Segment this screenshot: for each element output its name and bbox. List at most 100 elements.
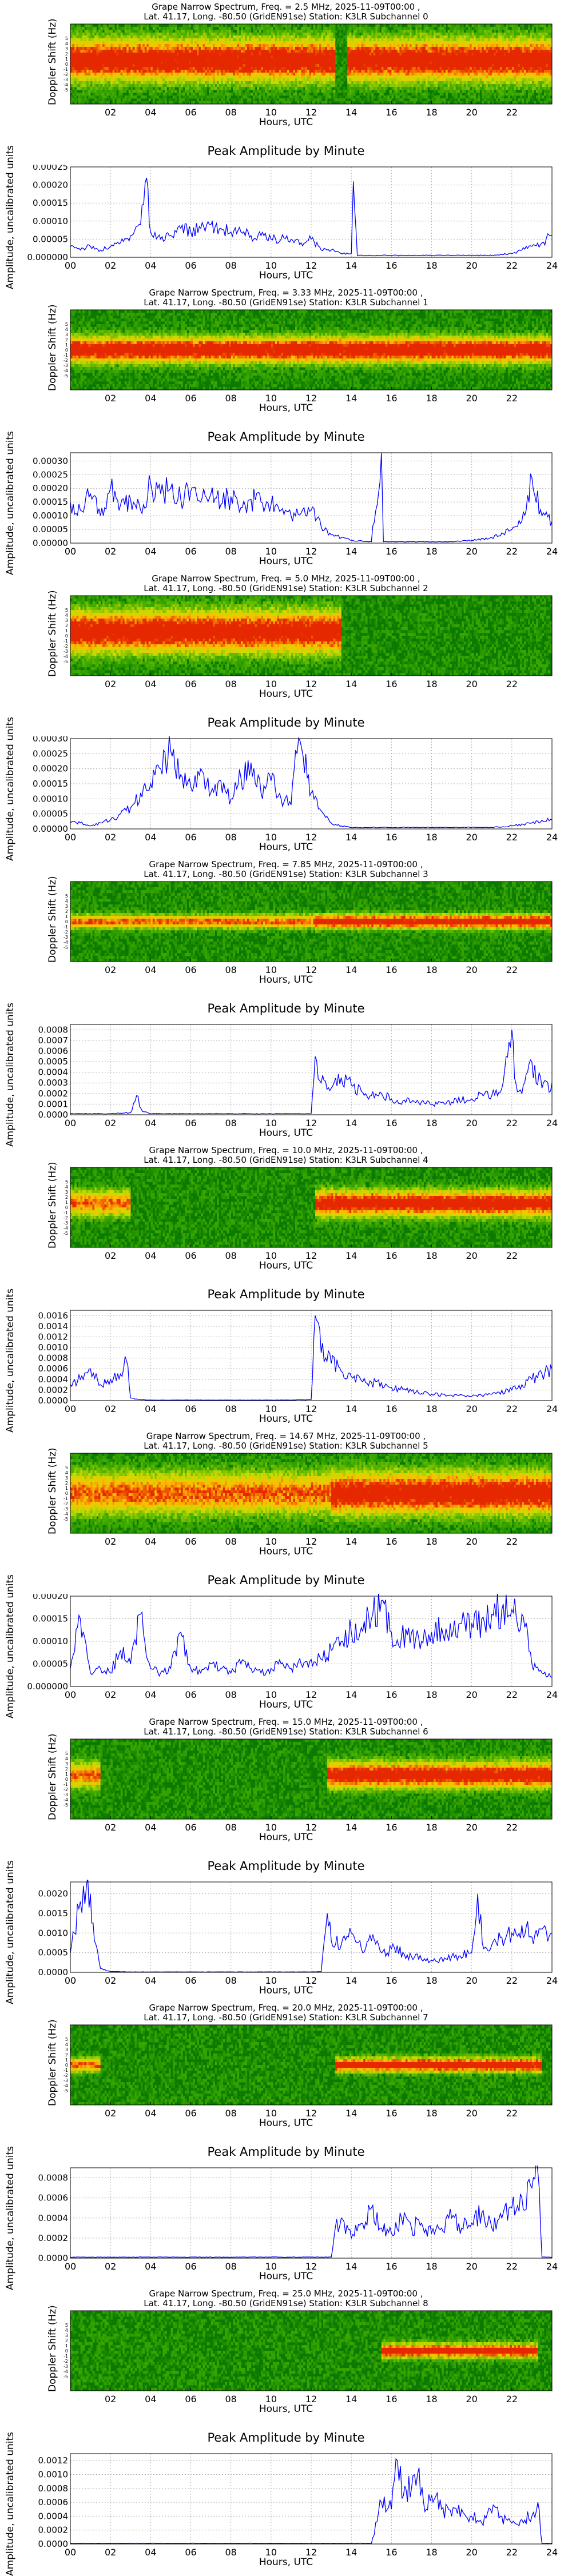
y-tick-label: -5	[63, 2088, 68, 2094]
y-tick-label: -1	[63, 924, 68, 930]
y-tick-label: 1	[65, 914, 68, 919]
y-tick-label: -1	[63, 67, 68, 72]
spectrum-title: Grape Narrow Spectrum, Freq. = 15.0 MHz,…	[0, 1717, 572, 1727]
spectrum-title-station: Lat. 41.17, Long. -80.50 (GridEN91se) St…	[0, 2013, 572, 2023]
y-tick-label: 0.0000	[38, 1110, 69, 1120]
y-tick-label: 2	[65, 1766, 68, 1772]
spectrum-title-station: Lat. 41.17, Long. -80.50 (GridEN91se) St…	[0, 584, 572, 593]
amplitude-ylabel: Amplitude, uncalibrated units	[5, 145, 16, 289]
spectrum-title-station: Lat. 41.17, Long. -80.50 (GridEN91se) St…	[0, 2299, 572, 2308]
spectrum-title-station: Lat. 41.17, Long. -80.50 (GridEN91se) St…	[0, 870, 572, 879]
y-tick-label: 3	[65, 1190, 68, 1195]
y-tick-label: 0.0000	[38, 2539, 69, 2549]
spectrum-title: Grape Narrow Spectrum, Freq. = 5.0 MHz, …	[0, 574, 572, 584]
y-tick-label: 5	[65, 322, 68, 327]
y-tick-label: 0.000000	[27, 252, 68, 262]
y-tick-label: 0.0000	[38, 2253, 69, 2263]
y-tick-label: 1	[65, 2343, 68, 2348]
y-tick-label: 0.00005	[33, 809, 68, 819]
y-tick-label: 0.000000	[27, 1681, 68, 1692]
y-tick-label: 3	[65, 904, 68, 909]
y-tick-label: 0.0002	[38, 2233, 69, 2243]
y-tick-label: 1	[65, 342, 68, 348]
y-tick-label: 0	[65, 633, 68, 639]
y-tick-label: 3	[65, 2047, 68, 2052]
y-tick-label: 0.0000	[38, 1395, 69, 1406]
y-tick-label: 0.00010	[33, 1636, 68, 1646]
y-tick-label: 0.0008	[38, 1353, 69, 1363]
y-tick-label: 5	[65, 1751, 68, 1756]
y-tick-label: 0.0010	[38, 1928, 69, 1938]
amplitude-plot: 0.000000.000050.000100.000150.000200.000…	[0, 450, 572, 567]
y-tick-label: 2	[65, 909, 68, 914]
amplitude-xlabel: Hours, UTC	[0, 1413, 572, 1425]
y-tick-label: -3	[63, 1221, 68, 1226]
amplitude-plot: 0.00000.00010.00020.00030.00040.00050.00…	[0, 1022, 572, 1139]
amplitude-background	[70, 1024, 552, 1115]
amplitude-ylabel: Amplitude, uncalibrated units	[5, 1003, 16, 1147]
y-tick-label: 5	[65, 36, 68, 41]
y-tick-label: 4	[65, 41, 68, 46]
y-tick-label: -2	[63, 2073, 68, 2078]
spectrum-cells	[70, 2311, 552, 2391]
y-tick-label: 5	[65, 2037, 68, 2042]
y-tick-label: 0.00020	[33, 180, 68, 190]
y-tick-label: 3	[65, 1476, 68, 1481]
y-tick-label: 0.00000	[33, 824, 68, 834]
y-tick-label: 2	[65, 1195, 68, 1200]
y-tick-label: -4	[63, 940, 68, 945]
amplitude-title: Peak Amplitude by Minute	[0, 716, 572, 729]
spectrum-xlabel: Hours, UTC	[0, 1260, 572, 1271]
y-tick-label: 3	[65, 1761, 68, 1766]
y-tick-label: 0.00015	[33, 198, 68, 208]
y-tick-label: 0.00005	[33, 524, 68, 535]
y-tick-label: 0	[65, 1491, 68, 1496]
amplitude-title: Peak Amplitude by Minute	[0, 144, 572, 158]
y-tick-label: -2	[63, 72, 68, 77]
y-tick-label: 0.0005	[38, 1056, 69, 1067]
y-tick-label: 0.00020	[33, 764, 68, 774]
y-tick-label: 0.00025	[33, 165, 68, 172]
amplitude-plot: 0.00000.00020.00040.00060.00080.00100.00…	[0, 2451, 572, 2568]
y-tick-label: 0.00010	[33, 793, 68, 804]
y-tick-label: 1	[65, 57, 68, 62]
y-tick-label: 0.00000	[33, 538, 68, 548]
y-tick-label: 0.0012	[38, 2455, 69, 2466]
y-tick-label: 4	[65, 327, 68, 332]
y-tick-label: -5	[63, 2374, 68, 2379]
y-tick-label: 0.0006	[38, 2193, 69, 2203]
spectrum-xlabel: Hours, UTC	[0, 117, 572, 128]
y-tick-label: -3	[63, 935, 68, 940]
y-tick-label: 5	[65, 1465, 68, 1470]
y-tick-label: -1	[63, 2354, 68, 2359]
y-tick-label: -1	[63, 1782, 68, 1787]
y-tick-label: -1	[63, 639, 68, 644]
y-tick-label: 0.0002	[38, 2525, 69, 2535]
y-tick-label: 0	[65, 2063, 68, 2068]
y-tick-label: 0.00025	[33, 469, 68, 480]
y-tick-label: 2	[65, 623, 68, 628]
spectrum-ylabel: Doppler Shift (Hz)	[47, 1447, 58, 1534]
y-tick-label: 0.0020	[38, 1889, 69, 1899]
amplitude-ylabel: Amplitude, uncalibrated units	[5, 1860, 16, 2004]
spectrum-ylabel: Doppler Shift (Hz)	[47, 876, 58, 963]
y-tick-label: -5	[63, 945, 68, 950]
y-tick-label: -1	[63, 2068, 68, 2073]
spectrum-title-station: Lat. 41.17, Long. -80.50 (GridEN91se) St…	[0, 12, 572, 22]
y-tick-label: 0.0006	[38, 1363, 69, 1374]
y-tick-label: -1	[63, 1210, 68, 1215]
spectrum-xlabel: Hours, UTC	[0, 2403, 572, 2415]
y-tick-label: 0	[65, 348, 68, 353]
amplitude-ylabel: Amplitude, uncalibrated units	[5, 2146, 16, 2290]
y-tick-label: 5	[65, 2323, 68, 2328]
amplitude-ylabel: Amplitude, uncalibrated units	[5, 2432, 16, 2576]
y-tick-label: 0.0008	[38, 1024, 69, 1035]
y-tick-label: 0.0007	[38, 1035, 69, 1046]
y-tick-label: 0.00015	[33, 1614, 68, 1624]
spectrum-xlabel: Hours, UTC	[0, 974, 572, 986]
